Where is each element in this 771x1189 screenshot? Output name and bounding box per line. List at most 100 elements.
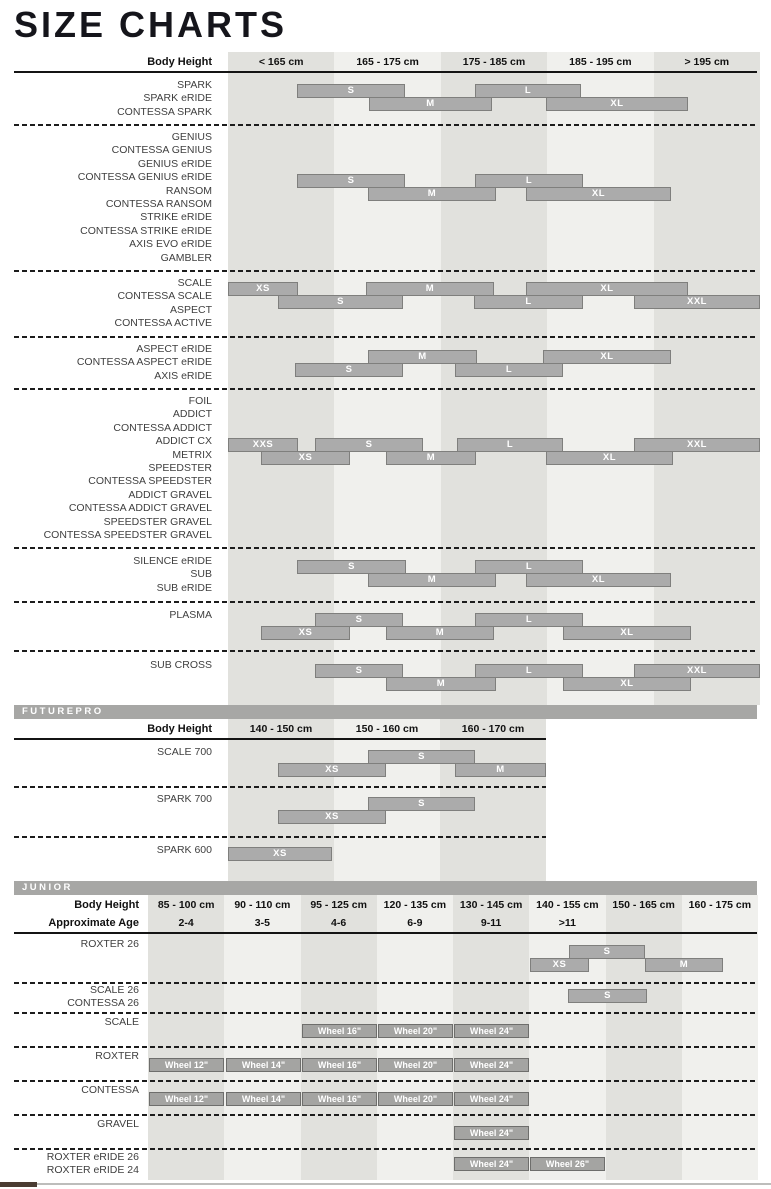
size-bar: M [368,350,477,364]
model-label: PLASMA [169,609,212,621]
wheel-size-bar: Wheel 14" [226,1058,301,1072]
wheel-size-bar: Wheel 24" [454,1157,529,1171]
model-label: SPARK eRIDE [143,92,212,105]
column-stripe [228,52,335,705]
column-header: 130 - 145 cm [459,899,523,911]
group-separator [14,388,757,390]
model-label: SCALE [104,1016,139,1028]
group-separator [14,650,757,652]
size-bar: XS [228,847,332,861]
model-label: CONTESSA STRIKE eRIDE [80,224,212,237]
size-bar: XL [526,187,671,201]
model-label: CONTESSA SPEEDSTER [88,475,212,488]
size-bar: M [368,187,496,201]
model-label: ADDICT CX [155,435,212,448]
size-bar: L [474,295,583,309]
size-bar: L [475,174,583,188]
size-bar: XS [228,282,298,296]
model-label: CONTESSA ASPECT eRIDE [76,356,212,369]
column-age-header: 6-9 [407,917,423,929]
group-separator [14,336,757,338]
axis-label-approximate-age: Approximate Age [48,917,139,929]
wheel-size-bar: Wheel 20" [378,1092,453,1106]
model-label: CONTESSA SPEEDSTER GRAVEL [43,529,212,541]
model-label: GENIUS eRIDE [137,157,212,170]
model-label: SPARK 700 [156,793,212,805]
model-label: ROXTER eRIDE 26 [46,1151,139,1163]
model-label: CONTESSA GENIUS [111,144,212,157]
size-bar: L [457,438,563,452]
column-header: 90 - 110 cm [234,899,291,911]
size-bar: S [315,613,403,627]
size-bar: XL [563,677,691,691]
model-label: SCALE 700 [157,746,212,758]
column-header: < 165 cm [258,56,304,68]
model-label: ADDICT [172,408,212,421]
header-rule [14,932,757,934]
model-label: CONTESSA [81,1084,139,1096]
model-label: SUB [190,568,212,581]
column-age-header: 4-6 [331,917,347,929]
column-stripe [547,52,654,705]
size-bar: XXL [634,664,760,678]
size-bar: S [568,989,647,1003]
page-title: SIZE CHARTS [14,4,288,45]
model-label: ROXTER 26 [80,938,139,950]
wheel-size-bar: Wheel 16" [302,1024,377,1038]
size-bar: M [386,677,496,691]
wheel-size-bar: Wheel 24" [454,1092,529,1106]
group-separator [14,786,546,788]
group-separator [14,1012,757,1014]
size-bar: M [386,626,494,640]
model-label: CONTESSA RANSOM [105,198,212,210]
size-bar: XXS [228,438,298,452]
column-stripe [681,895,758,1180]
model-label: SCALE [177,277,212,289]
column-age-header: 2-4 [178,917,194,929]
group-separator [14,1080,757,1082]
model-label: AXIS EVO eRIDE [129,238,212,251]
size-bar: XS [261,626,350,640]
size-bar: XS [278,810,386,824]
wheel-size-bar: Wheel 20" [378,1024,453,1038]
wheel-size-bar: Wheel 16" [302,1092,377,1106]
size-bar: L [475,664,583,678]
size-bar: S [315,438,423,452]
group-separator [14,1114,757,1116]
model-label: ASPECT [169,303,212,316]
column-stripe [224,895,301,1180]
model-label: CONTESSA 26 [67,997,139,1010]
wheel-size-bar: Wheel 24" [454,1024,529,1038]
size-bar: XL [563,626,691,640]
axis-label-body-height: Body Height [147,56,212,68]
axis-label-body-height: Body Height [74,899,139,911]
model-label: ROXTER eRIDE 24 [46,1164,139,1177]
size-bar: L [475,84,581,98]
model-label: SPARK [177,79,212,91]
column-stripe [605,895,682,1180]
model-label: SPEEDSTER [148,462,212,474]
size-bar: XL [546,97,688,111]
model-label: RANSOM [165,184,212,197]
model-label: STRIKE eRIDE [140,211,212,224]
size-bar: XS [278,763,386,777]
model-label: SUB CROSS [150,659,212,671]
column-age-header: 3-5 [254,917,270,929]
model-label: GAMBLER [160,251,212,264]
size-bar: S [278,295,403,309]
model-label: CONTESSA SCALE [117,290,212,303]
size-bar: M [366,282,494,296]
column-header: 85 - 100 cm [157,899,215,911]
size-bar: S [368,797,475,811]
wheel-size-bar: Wheel 24" [454,1058,529,1072]
size-bar: S [297,560,406,574]
group-separator [14,1046,757,1048]
section-header-bar: FUTUREPRO [14,705,757,719]
size-bar: L [475,560,583,574]
column-header: 140 - 155 cm [536,899,599,911]
column-header: 150 - 160 cm [355,723,419,735]
model-label: GRAVEL [97,1118,139,1130]
model-label: ADDICT GRAVEL [128,488,212,501]
column-header: 160 - 170 cm [461,723,525,735]
